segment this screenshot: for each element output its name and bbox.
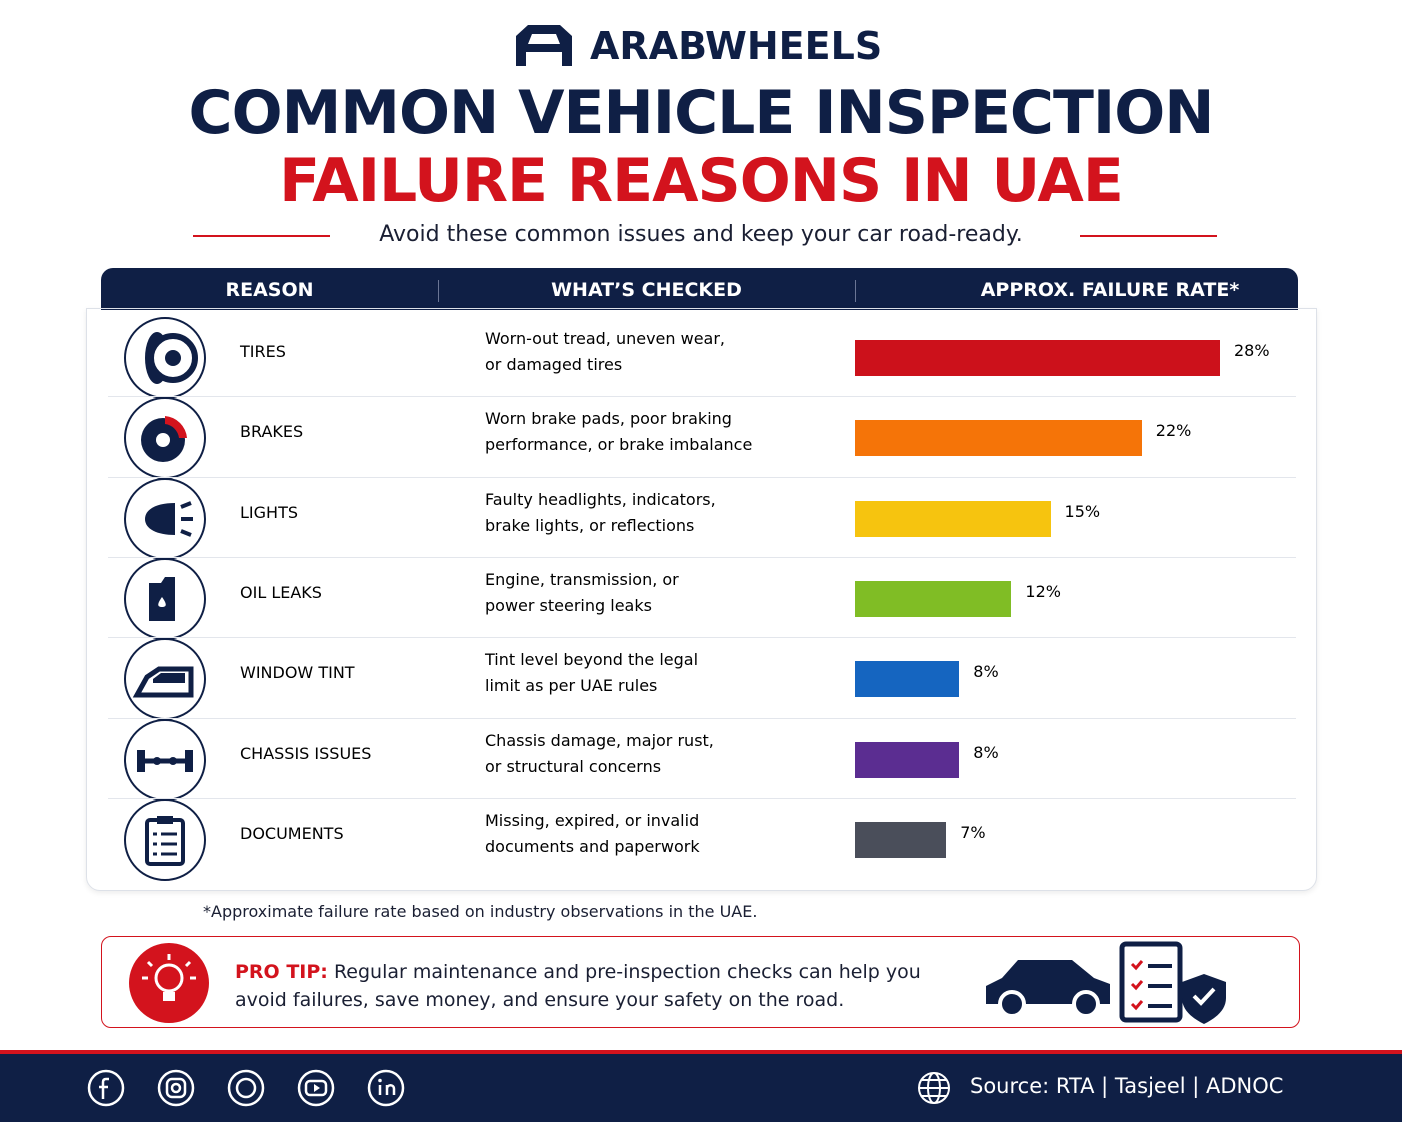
globe-icon bbox=[918, 1072, 950, 1104]
value-label vl: 28% bbox=[1234, 341, 1270, 360]
car-checklist-icon bbox=[986, 941, 1226, 1024]
value-label vl: 7% bbox=[960, 822, 986, 842]
bar bbox=[855, 420, 1142, 457]
reason-label reason: TIRES bbox=[240, 342, 286, 361]
check-description desc: documents and paperwork bbox=[485, 836, 700, 856]
divider bbox=[193, 235, 330, 237]
reason-label reason: LIGHTS bbox=[240, 502, 298, 522]
bar bbox=[855, 661, 960, 698]
check-description desc: limit as per UAE rules bbox=[485, 676, 658, 696]
bar bbox=[855, 821, 947, 858]
bar bbox=[855, 340, 1220, 376]
row-icon bbox=[123, 718, 207, 802]
table-body bbox=[86, 308, 1317, 891]
reason-label reason: OIL LEAKS bbox=[240, 582, 322, 602]
check-description desc: power steering leaks bbox=[485, 595, 652, 615]
row-icon bbox=[123, 637, 207, 721]
check-description desc: performance, or brake imbalance bbox=[485, 435, 753, 455]
reason-label reason: DOCUMENTS bbox=[240, 823, 344, 843]
title-line-1: COMMON VEHICLE INSPECTION bbox=[188, 78, 1215, 148]
brand-logo bbox=[516, 25, 572, 66]
check-description desc: or structural concerns bbox=[485, 756, 662, 776]
check-description desc: or damaged tires bbox=[485, 355, 623, 374]
icon bbox=[124, 798, 206, 881]
footnote: *Approximate failure rate based on indus… bbox=[203, 902, 758, 921]
row-divider bbox=[108, 797, 1296, 799]
row-divider bbox=[108, 476, 1296, 478]
row-icon bbox=[123, 396, 207, 480]
check-description desc: Worn-out tread, uneven wear, bbox=[485, 329, 726, 348]
pro-tip-box bbox=[101, 936, 1300, 1028]
pro-tip-label: PRO TIP: bbox=[235, 961, 328, 983]
check-description desc: Worn brake pads, poor braking bbox=[485, 409, 732, 429]
reason-label reason: CHASSIS ISSUES bbox=[240, 743, 372, 763]
column-header: APPROX. FAILURE RATE* bbox=[980, 279, 1240, 301]
icon bbox=[124, 557, 206, 640]
bar bbox=[855, 580, 1012, 617]
row-divider bbox=[108, 717, 1296, 719]
header-divider bbox=[438, 280, 439, 302]
bar bbox=[855, 500, 1051, 537]
value-label vl: 8% bbox=[973, 742, 999, 762]
icon bbox=[124, 718, 206, 801]
check-description desc: brake lights, or reflections bbox=[485, 515, 695, 535]
check-description desc: Engine, transmission, or bbox=[485, 569, 679, 589]
subtitle: Avoid these common issues and keep your … bbox=[379, 222, 1023, 247]
row-icon bbox=[123, 557, 207, 641]
footer-rule bbox=[0, 1050, 1402, 1054]
icon bbox=[124, 638, 206, 721]
value-label vl: 15% bbox=[1064, 501, 1101, 521]
row-divider bbox=[108, 556, 1296, 558]
check-description desc: Tint level beyond the legal bbox=[485, 650, 699, 670]
icon bbox=[124, 397, 206, 480]
brand-name: ARABWHEELS bbox=[590, 24, 883, 68]
pro-tip: PRO TIP: Regular maintenance and pre-ins… bbox=[235, 958, 921, 1014]
check-description desc: Chassis damage, major rust, bbox=[485, 730, 714, 750]
social-icons bbox=[87, 1069, 405, 1107]
source: Source: RTA | Tasjeel | ADNOC bbox=[970, 1074, 1284, 1098]
divider bbox=[1080, 235, 1217, 237]
bulb-icon bbox=[129, 943, 209, 1023]
table-header bbox=[101, 268, 1298, 310]
icon bbox=[124, 317, 206, 399]
row-divider bbox=[108, 637, 1296, 639]
header-divider bbox=[855, 280, 856, 302]
value-label vl: 12% bbox=[1025, 581, 1061, 601]
footer bbox=[0, 1054, 1402, 1122]
column-header: REASON bbox=[225, 279, 314, 301]
pro-tip-line: Regular maintenance and pre-inspection c… bbox=[333, 961, 921, 983]
reason-label reason: BRAKES bbox=[240, 422, 304, 442]
pro-tip-line: avoid failures, save money, and ensure y… bbox=[235, 989, 845, 1011]
row-divider bbox=[108, 396, 1296, 398]
icon bbox=[124, 477, 206, 560]
row-icon bbox=[123, 477, 207, 561]
check-description desc: Faulty headlights, indicators, bbox=[485, 489, 716, 509]
column-header: WHAT’S CHECKED bbox=[551, 279, 742, 301]
bar bbox=[855, 741, 960, 778]
value-label vl: 8% bbox=[973, 662, 999, 682]
row-icon bbox=[123, 798, 207, 882]
title-line-2: FAILURE REASONS IN UAE bbox=[279, 146, 1124, 216]
reason-label reason: WINDOW TINT bbox=[240, 663, 355, 683]
value-label vl: 22% bbox=[1155, 421, 1192, 441]
row-icon bbox=[123, 316, 207, 400]
check-description desc: Missing, expired, or invalid bbox=[485, 810, 700, 830]
